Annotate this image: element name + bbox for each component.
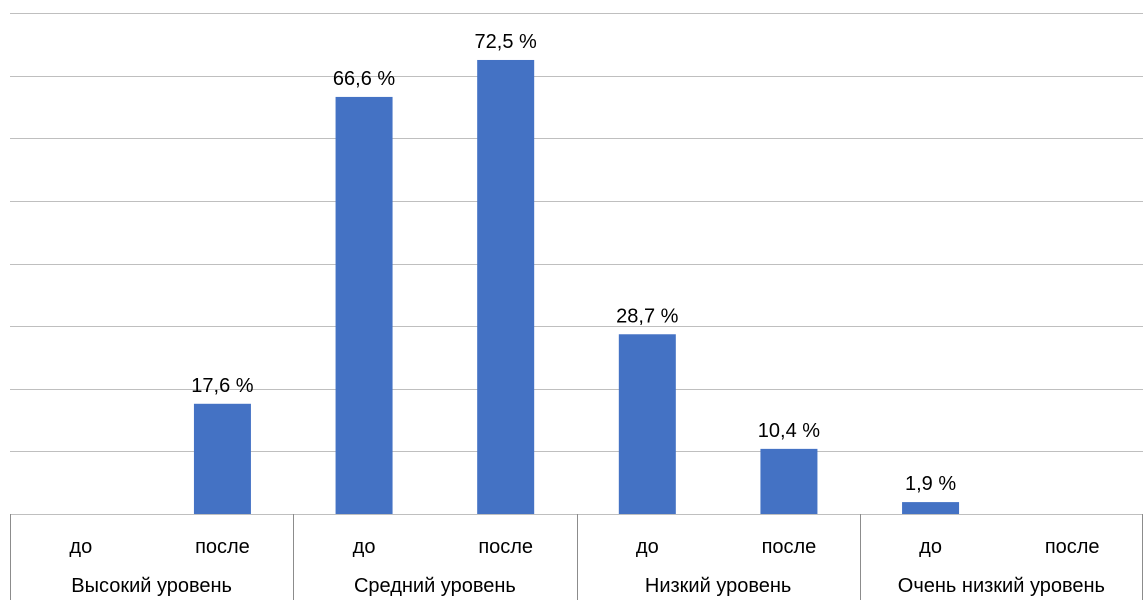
category-label: Средний уровень bbox=[354, 575, 516, 597]
bar bbox=[760, 448, 818, 514]
data-label: 72,5 % bbox=[475, 31, 537, 53]
bar bbox=[477, 59, 535, 514]
sub-category-label: до bbox=[353, 536, 376, 558]
category-label: Высокий уровень bbox=[71, 575, 232, 597]
bar bbox=[902, 502, 960, 514]
category-label: Очень низкий уровень bbox=[898, 575, 1105, 597]
data-label: 17,6 % bbox=[191, 375, 253, 397]
bar bbox=[618, 334, 676, 514]
data-label: 28,7 % bbox=[616, 305, 678, 327]
sub-category-label: после bbox=[478, 536, 533, 558]
data-label: 66,6 % bbox=[333, 68, 395, 90]
sub-category-label: после bbox=[195, 536, 250, 558]
sub-category-label: после bbox=[1045, 536, 1100, 558]
sub-category-label: после bbox=[762, 536, 817, 558]
category-label: Низкий уровень bbox=[645, 575, 791, 597]
data-label: 1,9 % bbox=[905, 473, 956, 495]
data-label: 10,4 % bbox=[758, 420, 820, 442]
sub-category-label: до bbox=[69, 536, 92, 558]
bar bbox=[193, 403, 251, 514]
sub-category-label: до bbox=[919, 536, 942, 558]
sub-category-label: до bbox=[636, 536, 659, 558]
bar bbox=[335, 96, 393, 514]
